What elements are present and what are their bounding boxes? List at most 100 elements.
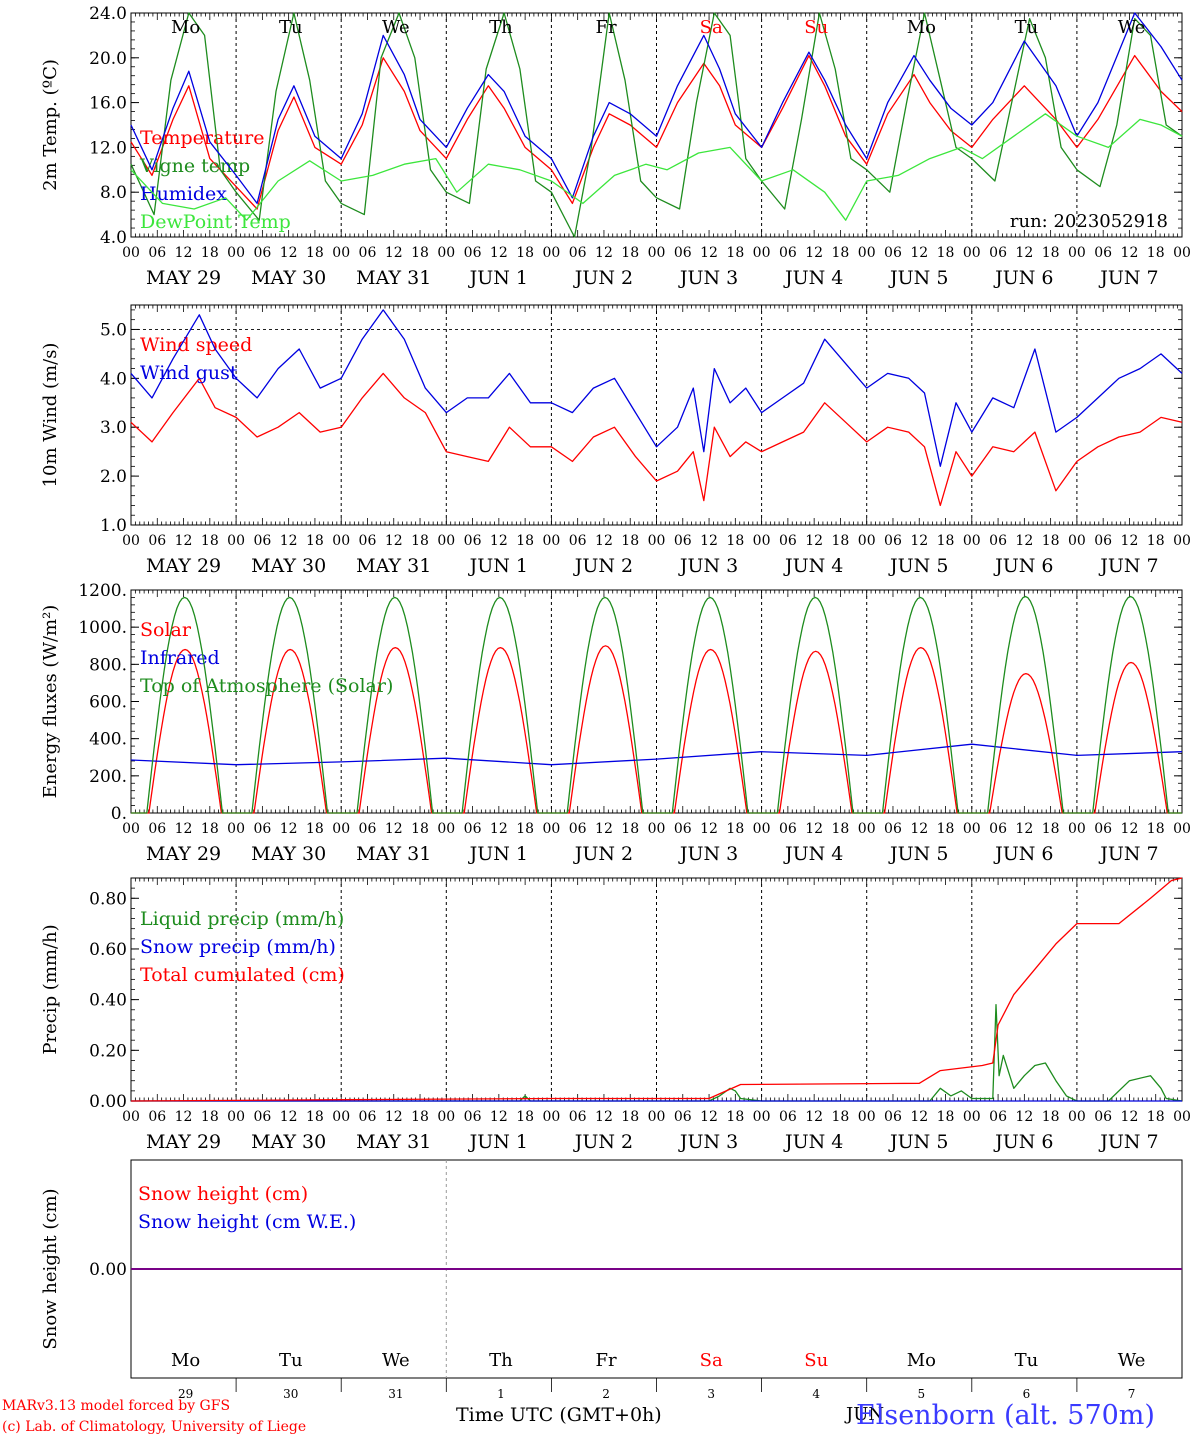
panel-frame bbox=[130, 12, 1183, 238]
hour-label: 18 bbox=[726, 245, 744, 261]
hour-label: 18 bbox=[201, 821, 219, 837]
hour-label: 12 bbox=[490, 245, 508, 261]
day-abbr: Mo bbox=[171, 1350, 200, 1371]
date-label: JUN 6 bbox=[993, 267, 1053, 289]
hour-label: 00 bbox=[122, 245, 140, 261]
x-axis-title: Time UTC (GMT+0h) bbox=[456, 1404, 662, 1426]
day-abbr: Th bbox=[489, 1350, 513, 1371]
date-label: JUN 7 bbox=[1098, 1131, 1158, 1153]
hour-label: 00 bbox=[542, 245, 560, 261]
date-label: MAY 31 bbox=[356, 267, 431, 289]
hour-label: 18 bbox=[1147, 821, 1165, 837]
hour-label: 00 bbox=[858, 533, 876, 549]
credit-line-2: (c) Lab. of Climatology, University of L… bbox=[2, 1419, 307, 1435]
hour-label: 18 bbox=[621, 245, 639, 261]
y-tick-label: 1.0 bbox=[100, 516, 127, 536]
hour-label: 00 bbox=[332, 821, 350, 837]
date-label: JUN 1 bbox=[468, 843, 528, 865]
hour-label: 06 bbox=[569, 821, 587, 837]
date-label: JUN 5 bbox=[888, 1131, 948, 1153]
hour-label: 12 bbox=[490, 533, 508, 549]
hour-label: 00 bbox=[648, 1109, 666, 1125]
hour-label: 12 bbox=[595, 1109, 613, 1125]
hour-label: 00 bbox=[542, 821, 560, 837]
y-axis-label: 10m Wind (m/s) bbox=[40, 343, 61, 488]
y-tick-label: 4.0 bbox=[100, 369, 127, 389]
hour-label: 12 bbox=[1121, 1109, 1139, 1125]
day-abbr: Sa bbox=[700, 1350, 723, 1371]
hour-label: 00 bbox=[122, 533, 140, 549]
date-label: JUN 2 bbox=[573, 1131, 633, 1153]
y-tick-label: 8.0 bbox=[100, 183, 127, 203]
date-label: JUN 7 bbox=[1098, 843, 1158, 865]
hour-label: 00 bbox=[437, 533, 455, 549]
y-axis-label: Snow height (cm) bbox=[40, 1188, 61, 1349]
legend-entry: Vigne temp bbox=[139, 155, 250, 177]
hour-label: 12 bbox=[280, 245, 298, 261]
legend-entry: DewPoint Temp bbox=[140, 211, 291, 233]
hour-label: 06 bbox=[674, 821, 692, 837]
hour-label: 06 bbox=[359, 1109, 377, 1125]
hour-label: 18 bbox=[726, 533, 744, 549]
hour-label: 06 bbox=[1094, 1109, 1112, 1125]
y-tick-label: 3.0 bbox=[100, 418, 127, 438]
y-tick-label: 0. bbox=[111, 804, 127, 824]
legend-entry: Liquid precip (mm/h) bbox=[140, 908, 344, 930]
y-tick-label: 1000. bbox=[78, 618, 127, 638]
hour-label: 06 bbox=[674, 533, 692, 549]
legend-entry: Total cumulated (cm) bbox=[140, 964, 345, 986]
hour-label: 18 bbox=[306, 533, 324, 549]
y-tick-label: 0.00 bbox=[89, 1092, 127, 1112]
date-label: JUN 3 bbox=[678, 843, 738, 865]
hour-label: 00 bbox=[753, 245, 771, 261]
hour-label: 00 bbox=[1068, 821, 1086, 837]
hour-label: 06 bbox=[779, 1109, 797, 1125]
date-label: MAY 30 bbox=[251, 1131, 326, 1153]
hour-label: 18 bbox=[937, 533, 955, 549]
hour-label: 06 bbox=[989, 821, 1007, 837]
date-label: MAY 31 bbox=[356, 843, 431, 865]
hour-label: 18 bbox=[832, 245, 850, 261]
hour-label: 06 bbox=[464, 245, 482, 261]
hour-label: 00 bbox=[1173, 533, 1191, 549]
hour-label: 06 bbox=[464, 821, 482, 837]
y-tick-label: 0.80 bbox=[89, 889, 127, 909]
hour-label: 00 bbox=[1068, 533, 1086, 549]
day-number: 29 bbox=[178, 1387, 193, 1401]
date-label: JUN 5 bbox=[888, 267, 948, 289]
hour-label: 06 bbox=[779, 245, 797, 261]
hour-label: 12 bbox=[280, 533, 298, 549]
series-line bbox=[130, 113, 1183, 221]
date-label: JUN 5 bbox=[888, 555, 948, 577]
hour-label: 00 bbox=[648, 533, 666, 549]
date-label: JUN 4 bbox=[783, 843, 843, 865]
date-label: JUN 1 bbox=[468, 267, 528, 289]
y-tick-label: 600. bbox=[89, 693, 127, 713]
hour-label: 18 bbox=[516, 1109, 534, 1125]
hour-label: 06 bbox=[359, 533, 377, 549]
legend-entry: Snow precip (mm/h) bbox=[140, 936, 336, 958]
date-label: JUN 4 bbox=[783, 267, 843, 289]
legend-entry: Solar bbox=[140, 619, 192, 641]
hour-label: 06 bbox=[779, 533, 797, 549]
day-number: 4 bbox=[812, 1387, 820, 1401]
hour-label: 12 bbox=[1015, 821, 1033, 837]
hour-label: 18 bbox=[516, 533, 534, 549]
date-label: MAY 31 bbox=[356, 555, 431, 577]
hour-label: 18 bbox=[1042, 821, 1060, 837]
legend-entry: Humidex bbox=[140, 183, 227, 205]
hour-label: 18 bbox=[411, 245, 429, 261]
y-tick-label: 0.40 bbox=[89, 991, 127, 1011]
hour-label: 06 bbox=[569, 533, 587, 549]
hour-label: 18 bbox=[201, 533, 219, 549]
hour-label: 06 bbox=[1094, 821, 1112, 837]
hour-label: 00 bbox=[1068, 245, 1086, 261]
date-label: MAY 29 bbox=[146, 1131, 221, 1153]
run-label: run: 2023052918 bbox=[1010, 211, 1168, 232]
hour-label: 12 bbox=[490, 821, 508, 837]
series-line bbox=[130, 743, 1183, 766]
date-label: MAY 29 bbox=[146, 843, 221, 865]
hour-label: 12 bbox=[1015, 1109, 1033, 1125]
hour-label: 18 bbox=[726, 1109, 744, 1125]
hour-label: 00 bbox=[858, 1109, 876, 1125]
